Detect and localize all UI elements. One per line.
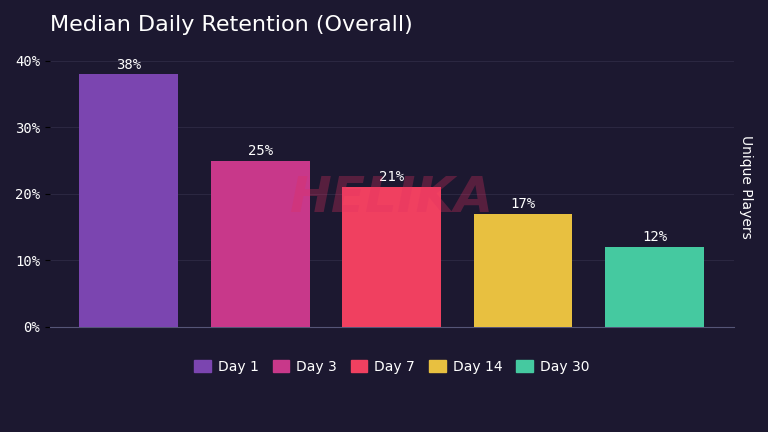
Bar — [605, 247, 704, 327]
Bar — [474, 214, 572, 327]
Legend: Day 1, Day 3, Day 7, Day 14, Day 30: Day 1, Day 3, Day 7, Day 14, Day 30 — [190, 356, 594, 378]
Text: 38%: 38% — [116, 57, 141, 72]
Text: HELIKA: HELIKA — [290, 174, 494, 222]
Text: 25%: 25% — [247, 144, 273, 158]
Bar — [211, 161, 310, 327]
Text: 12%: 12% — [642, 230, 667, 244]
Y-axis label: Unique Players: Unique Players — [739, 135, 753, 239]
Bar — [343, 187, 441, 327]
Bar — [79, 74, 178, 327]
Text: 17%: 17% — [511, 197, 536, 211]
Text: Median Daily Retention (Overall): Median Daily Retention (Overall) — [50, 15, 412, 35]
Text: 21%: 21% — [379, 171, 404, 184]
